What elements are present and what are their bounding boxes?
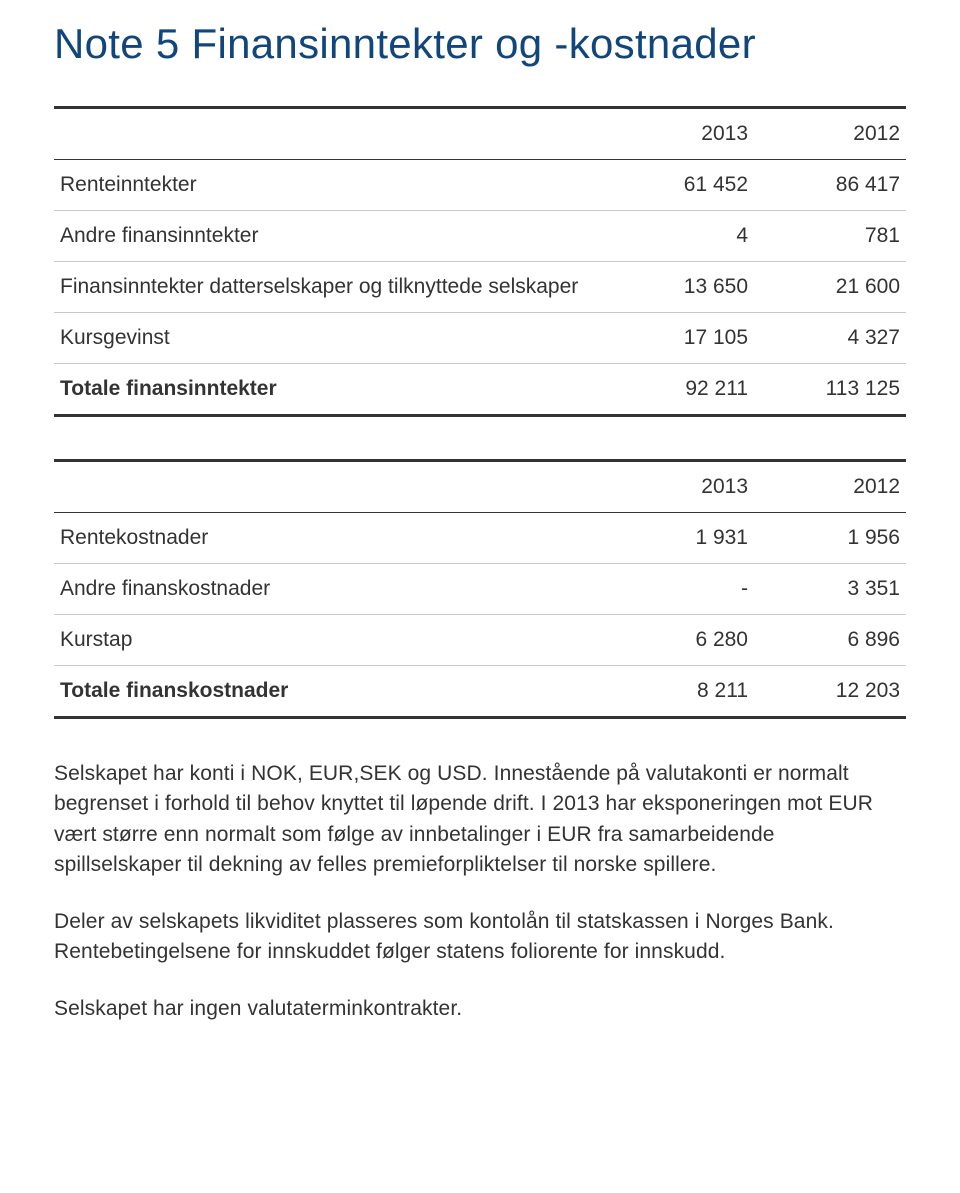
row-v2: 1 956 bbox=[754, 513, 906, 564]
row-v2: 86 417 bbox=[754, 160, 906, 211]
table-row: Andre finanskostnader - 3 351 bbox=[54, 564, 906, 615]
total-label: Totale finansinntekter bbox=[54, 364, 602, 416]
row-label: Andre finanskostnader bbox=[54, 564, 602, 615]
row-v1: 17 105 bbox=[602, 313, 754, 364]
table-row: Kurstap 6 280 6 896 bbox=[54, 615, 906, 666]
col-blank bbox=[54, 108, 602, 160]
expense-table: 2013 2012 Rentekostnader 1 931 1 956 And… bbox=[54, 459, 906, 719]
total-v1: 92 211 bbox=[602, 364, 754, 416]
col-year1: 2013 bbox=[602, 461, 754, 513]
row-label: Kurstap bbox=[54, 615, 602, 666]
row-v2: 781 bbox=[754, 211, 906, 262]
table-total-row: Totale finansinntekter 92 211 113 125 bbox=[54, 364, 906, 416]
paragraph-2: Deler av selskapets likviditet plasseres… bbox=[54, 907, 906, 968]
row-v1: 61 452 bbox=[602, 160, 754, 211]
row-v1: 6 280 bbox=[602, 615, 754, 666]
row-label: Rentekostnader bbox=[54, 513, 602, 564]
col-year2: 2012 bbox=[754, 461, 906, 513]
table-spacer bbox=[54, 417, 906, 459]
row-v2: 4 327 bbox=[754, 313, 906, 364]
total-v2: 113 125 bbox=[754, 364, 906, 416]
page-title: Note 5 Finansinntekter og -kostnader bbox=[54, 20, 906, 68]
row-label: Kursgevinst bbox=[54, 313, 602, 364]
row-v2: 3 351 bbox=[754, 564, 906, 615]
col-year1: 2013 bbox=[602, 108, 754, 160]
row-label: Andre finansinntekter bbox=[54, 211, 602, 262]
total-v1: 8 211 bbox=[602, 666, 754, 718]
table-row: Finansinntekter datterselskaper og tilkn… bbox=[54, 262, 906, 313]
paragraph-3: Selskapet har ingen valutaterminkontrakt… bbox=[54, 994, 906, 1024]
row-label: Renteinntekter bbox=[54, 160, 602, 211]
total-label: Totale finanskostnader bbox=[54, 666, 602, 718]
row-v2: 6 896 bbox=[754, 615, 906, 666]
income-table: 2013 2012 Renteinntekter 61 452 86 417 A… bbox=[54, 106, 906, 417]
table-row: Kursgevinst 17 105 4 327 bbox=[54, 313, 906, 364]
table-row: Renteinntekter 61 452 86 417 bbox=[54, 160, 906, 211]
table-row: Andre finansinntekter 4 781 bbox=[54, 211, 906, 262]
row-v1: - bbox=[602, 564, 754, 615]
row-v1: 4 bbox=[602, 211, 754, 262]
paragraph-1: Selskapet har konti i NOK, EUR,SEK og US… bbox=[54, 759, 906, 881]
total-v2: 12 203 bbox=[754, 666, 906, 718]
row-label: Finansinntekter datterselskaper og tilkn… bbox=[54, 262, 602, 313]
col-blank bbox=[54, 461, 602, 513]
table-row: Rentekostnader 1 931 1 956 bbox=[54, 513, 906, 564]
row-v2: 21 600 bbox=[754, 262, 906, 313]
document-page: Note 5 Finansinntekter og -kostnader 201… bbox=[0, 0, 960, 1193]
col-year2: 2012 bbox=[754, 108, 906, 160]
row-v1: 1 931 bbox=[602, 513, 754, 564]
table-total-row: Totale finanskostnader 8 211 12 203 bbox=[54, 666, 906, 718]
row-v1: 13 650 bbox=[602, 262, 754, 313]
